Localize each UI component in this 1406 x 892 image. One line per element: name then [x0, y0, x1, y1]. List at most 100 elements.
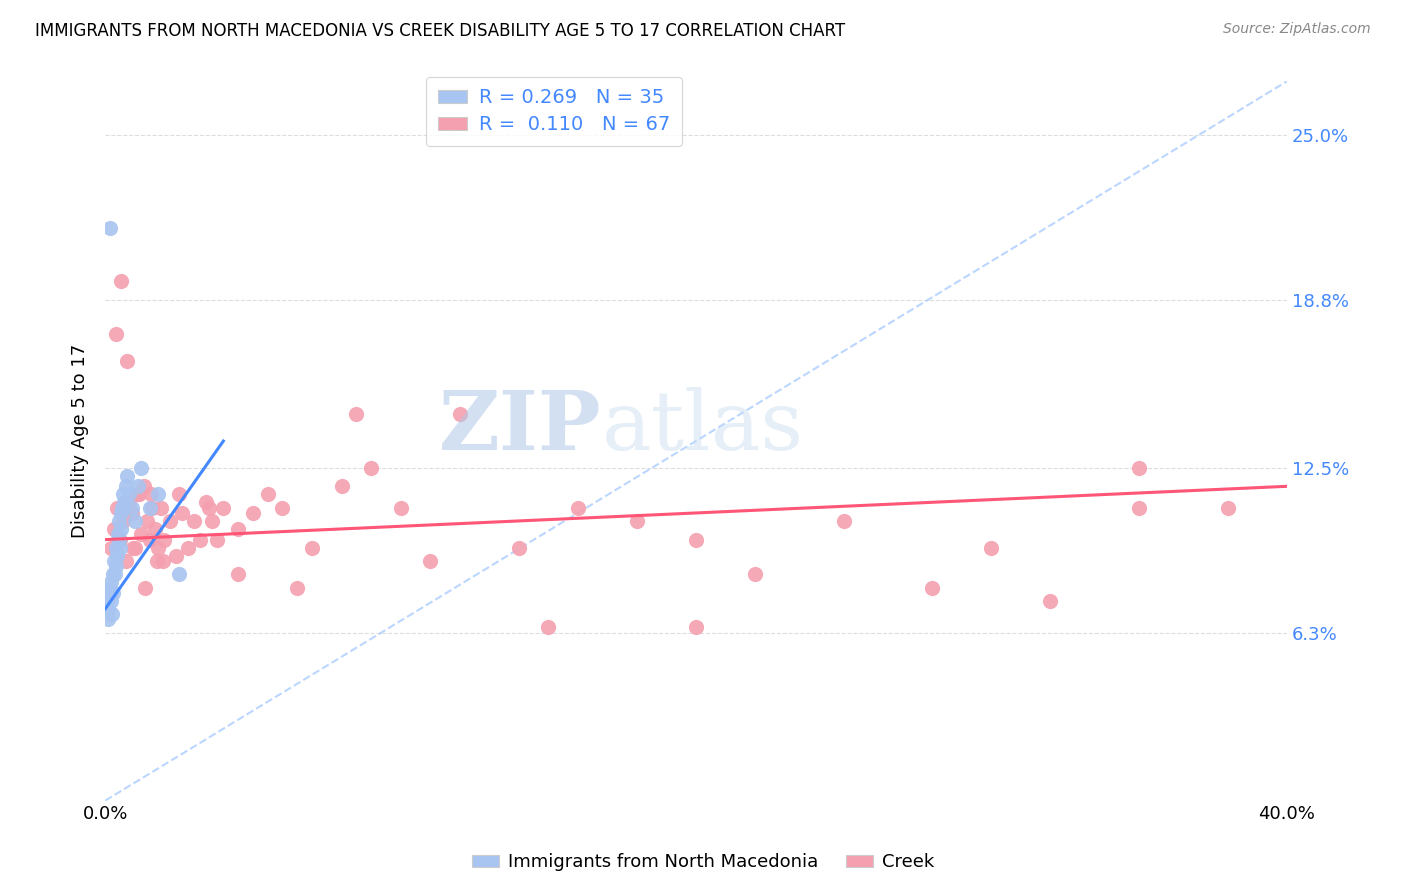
Point [685, 620, 707, 634]
Point [128, 487, 150, 501]
Point [115, 554, 138, 568]
Point [183, 514, 205, 528]
Point [226, 567, 249, 582]
Point [115, 479, 138, 493]
Point [100, 594, 122, 608]
Point [344, 408, 367, 422]
Point [170, 506, 193, 520]
Point [271, 500, 294, 515]
Point [153, 533, 176, 547]
Point [104, 541, 127, 555]
Point [159, 514, 181, 528]
Point [127, 479, 149, 493]
Point [449, 408, 471, 422]
Point [285, 581, 308, 595]
Point [129, 527, 152, 541]
Point [108, 533, 131, 547]
Point [122, 541, 145, 555]
Point [537, 620, 560, 634]
Point [139, 487, 162, 501]
Text: Source: ZipAtlas.com: Source: ZipAtlas.com [1223, 22, 1371, 37]
Point [138, 500, 160, 515]
Point [100, 607, 122, 622]
Point [104, 567, 127, 582]
Point [98, 581, 121, 595]
Point [108, 541, 131, 555]
Point [242, 506, 264, 520]
Point [108, 514, 131, 528]
Point [105, 549, 128, 563]
Point [330, 479, 353, 493]
Point [132, 479, 155, 493]
Point [567, 500, 589, 515]
Point [832, 514, 855, 528]
Point [200, 514, 222, 528]
Point [389, 500, 412, 515]
Point [167, 567, 190, 582]
Point [117, 354, 139, 368]
Legend: R = 0.269   N = 35, R =  0.110   N = 67: R = 0.269 N = 35, R = 0.110 N = 67 [426, 77, 682, 146]
Point [1039, 594, 1062, 608]
Point [96, 594, 118, 608]
Point [97, 586, 120, 600]
Point [107, 527, 129, 541]
Point [135, 514, 157, 528]
Point [226, 522, 249, 536]
Point [1216, 500, 1239, 515]
Point [419, 554, 441, 568]
Y-axis label: Disability Age 5 to 17: Disability Age 5 to 17 [72, 344, 89, 538]
Point [103, 522, 125, 536]
Point [121, 500, 143, 515]
Point [98, 221, 121, 235]
Point [177, 541, 200, 555]
Point [124, 541, 146, 555]
Point [104, 327, 127, 342]
Point [188, 533, 211, 547]
Point [1128, 500, 1150, 515]
Point [301, 541, 323, 555]
Point [103, 586, 125, 600]
Point [118, 487, 141, 501]
Point [980, 541, 1002, 555]
Text: IMMIGRANTS FROM NORTH MACEDONIA VS CREEK DISABILITY AGE 5 TO 17 CORRELATION CHAR: IMMIGRANTS FROM NORTH MACEDONIA VS CREEK… [35, 22, 845, 40]
Point [685, 533, 707, 547]
Point [110, 506, 132, 520]
Point [134, 581, 156, 595]
Point [124, 514, 146, 528]
Point [207, 533, 229, 547]
Point [105, 500, 128, 515]
Point [167, 487, 190, 501]
Point [744, 567, 766, 582]
Point [626, 514, 648, 528]
Point [127, 487, 149, 501]
Point [212, 500, 235, 515]
Point [118, 495, 141, 509]
Point [360, 460, 382, 475]
Point [165, 549, 187, 563]
Point [97, 613, 120, 627]
Point [145, 522, 167, 536]
Point [111, 514, 134, 528]
Point [150, 500, 173, 515]
Point [101, 567, 124, 582]
Point [121, 506, 143, 520]
Point [129, 460, 152, 475]
Point [97, 602, 120, 616]
Point [107, 533, 129, 547]
Point [117, 468, 139, 483]
Point [100, 541, 122, 555]
Point [256, 487, 278, 501]
Point [100, 575, 122, 590]
Point [1128, 460, 1150, 475]
Text: ZIP: ZIP [439, 386, 602, 467]
Point [103, 554, 125, 568]
Point [111, 500, 134, 515]
Point [141, 500, 163, 515]
Point [112, 495, 135, 509]
Point [152, 554, 174, 568]
Point [138, 533, 160, 547]
Point [105, 559, 128, 574]
Point [148, 541, 170, 555]
Legend: Immigrants from North Macedonia, Creek: Immigrants from North Macedonia, Creek [465, 847, 941, 879]
Point [110, 274, 132, 288]
